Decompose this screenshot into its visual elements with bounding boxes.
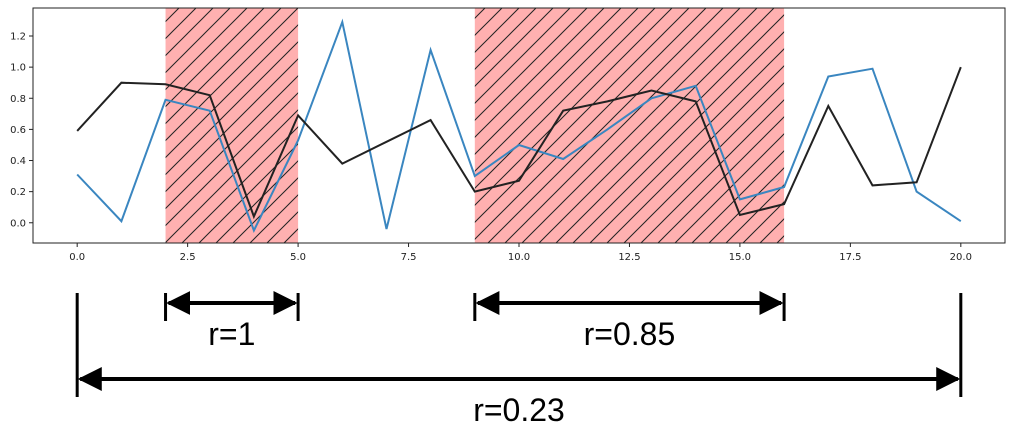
x-tick-label: 0.0 (69, 252, 85, 263)
series-line-2 (76, 66, 962, 220)
x-tick-label: 17.5 (839, 252, 861, 263)
annotation-label: r=0.85 (584, 316, 676, 352)
annotation-1: r=1 (164, 291, 300, 352)
x-tick-label: 2.5 (180, 252, 196, 263)
series-line-1 (76, 18, 962, 234)
x-tick-label: 5.0 (290, 252, 306, 263)
y-tick-label: 0.4 (10, 156, 26, 167)
y-tick-label: 0.2 (10, 187, 26, 198)
series-lines (76, 18, 962, 234)
x-tick-label: 10.0 (508, 252, 530, 263)
annotation-2: r=0.85 (473, 291, 786, 352)
y-tick-label: 1.2 (10, 32, 26, 43)
annotation-3: r=0.23 (75, 293, 963, 428)
highlight-region-1 (165, 8, 299, 243)
y-tick-label: 0.0 (10, 218, 26, 229)
axis-ticks: 0.0 2.5 5.0 7.5 10.0 12.5 15.0 17.5 20.0 0.0 0.2 0.… (10, 32, 972, 263)
highlight-regions (165, 8, 785, 243)
annotation-label: r=0.23 (473, 392, 565, 428)
y-tick-label: 0.6 (10, 125, 26, 136)
highlight-region-2 (474, 8, 785, 243)
y-tick-label: 0.8 (10, 94, 26, 105)
x-tick-label: 20.0 (950, 252, 972, 263)
x-tick-label: 15.0 (729, 252, 751, 263)
x-tick-label: 7.5 (401, 252, 417, 263)
annotation-label: r=1 (208, 316, 255, 352)
y-tick-label: 1.0 (10, 63, 26, 74)
x-tick-label: 12.5 (618, 252, 640, 263)
annotations: r=1 r=0.85 r=0.23 (75, 291, 963, 428)
